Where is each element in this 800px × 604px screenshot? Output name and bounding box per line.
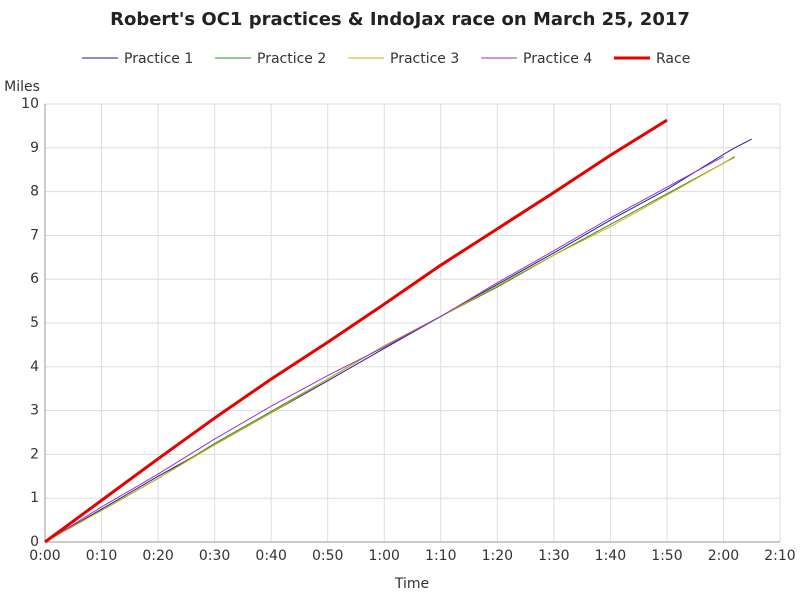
y-tick-label: 8 <box>30 184 39 200</box>
series-line <box>44 156 735 543</box>
series-line <box>44 118 668 544</box>
legend-label: Practice 2 <box>257 51 326 67</box>
x-tick-label: 2:10 <box>764 548 795 564</box>
x-tick-label: 1:40 <box>595 548 626 564</box>
y-tick-label: 4 <box>30 359 39 375</box>
x-tick-label: 1:00 <box>369 548 400 564</box>
y-tick-label: 7 <box>30 227 39 243</box>
x-tick-label: 0:10 <box>86 548 117 564</box>
x-tick-label: 0:30 <box>199 548 230 564</box>
y-tick-label: 0 <box>30 534 39 550</box>
series-line <box>44 156 724 543</box>
x-tick-label: 2:00 <box>708 548 739 564</box>
x-tick-label: 0:50 <box>312 548 343 564</box>
y-axis-label: Miles <box>4 79 40 95</box>
x-tick-label: 1:30 <box>538 548 569 564</box>
x-tick-label: 1:20 <box>482 548 513 564</box>
x-axis-label: Time <box>394 576 429 592</box>
x-tick-label: 1:50 <box>651 548 682 564</box>
y-tick-label: 6 <box>30 271 39 287</box>
x-tick-label: 0:20 <box>142 548 173 564</box>
x-tick-label: 0:00 <box>29 548 60 564</box>
legend-label: Practice 4 <box>523 51 592 67</box>
legend-label: Race <box>656 51 690 67</box>
y-tick-label: 9 <box>30 140 39 156</box>
x-tick-label: 0:40 <box>255 548 286 564</box>
y-tick-label: 10 <box>21 96 39 112</box>
y-tick-label: 3 <box>30 403 39 419</box>
legend-label: Practice 3 <box>390 51 459 67</box>
legend-label: Practice 1 <box>124 51 193 67</box>
y-tick-label: 2 <box>30 446 39 462</box>
y-tick-label: 1 <box>30 490 39 506</box>
y-tick-label: 5 <box>30 315 39 331</box>
x-tick-label: 1:10 <box>425 548 456 564</box>
chart-title: Robert's OC1 practices & IndoJax race on… <box>110 9 690 30</box>
